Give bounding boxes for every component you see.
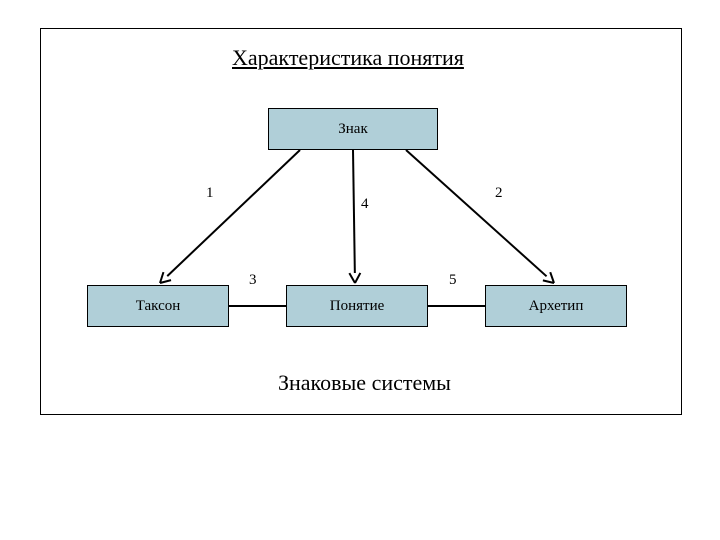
diagram-frame: [40, 28, 682, 415]
node-label-sign: Знак: [338, 121, 368, 138]
edge-label-1: 1: [206, 185, 214, 202]
edge-label-5: 5: [449, 272, 457, 289]
node-label-concept: Понятие: [330, 298, 385, 315]
edge-label-3: 3: [249, 272, 257, 289]
node-taxon: Таксон: [87, 285, 229, 327]
node-concept: Понятие: [286, 285, 428, 327]
edge-label-2: 2: [495, 185, 503, 202]
edge-label-4: 4: [361, 196, 369, 213]
node-archetype: Архетип: [485, 285, 627, 327]
node-sign: Знак: [268, 108, 438, 150]
node-label-taxon: Таксон: [136, 298, 181, 315]
diagram-title: Характеристика понятия: [232, 45, 464, 71]
diagram-subtitle: Знаковые системы: [278, 370, 451, 396]
node-label-archetype: Архетип: [529, 298, 584, 315]
